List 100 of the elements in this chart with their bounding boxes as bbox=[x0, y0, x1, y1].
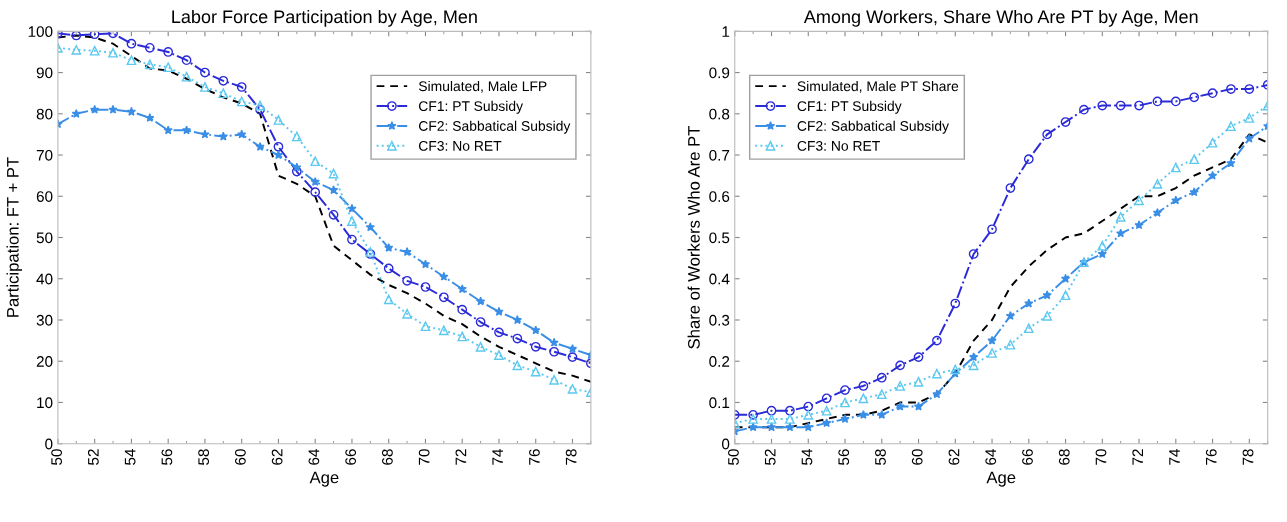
y-tick-label: 1 bbox=[722, 26, 730, 37]
chart-title: Among Workers, Share Who Are PT by Age, Men bbox=[803, 9, 1198, 27]
point bbox=[90, 104, 100, 114]
point bbox=[1024, 298, 1034, 308]
point bbox=[803, 422, 813, 432]
point bbox=[71, 31, 82, 41]
x-tick-label: 78 bbox=[1242, 449, 1254, 465]
point bbox=[181, 55, 192, 66]
point bbox=[439, 271, 449, 281]
point bbox=[1189, 92, 1200, 103]
x-tick-label: 62 bbox=[948, 449, 960, 465]
point bbox=[475, 296, 486, 306]
point bbox=[932, 368, 942, 379]
point bbox=[785, 422, 795, 432]
chart-title: Labor Force Participation by Age, Men bbox=[172, 9, 477, 27]
point bbox=[273, 115, 284, 125]
point bbox=[89, 45, 100, 56]
y-tick-label: 0.1 bbox=[709, 397, 730, 409]
point bbox=[840, 385, 850, 395]
x-tick-label: 62 bbox=[271, 449, 283, 465]
point bbox=[932, 389, 942, 399]
y-tick-label: 10 bbox=[37, 397, 53, 409]
y-tick-label: 0.6 bbox=[709, 191, 730, 202]
point bbox=[402, 247, 412, 257]
y-tick-label: 30 bbox=[36, 314, 53, 326]
x-tick-label: 66 bbox=[1022, 449, 1033, 465]
legend-label: CF1: PT Subsidy bbox=[797, 100, 902, 114]
point bbox=[766, 422, 777, 432]
point bbox=[748, 409, 758, 420]
x-tick-label: 64 bbox=[985, 449, 997, 465]
point bbox=[821, 418, 832, 428]
legend-label: CF2: Sabbatical Subsidy bbox=[418, 120, 571, 134]
point bbox=[291, 166, 302, 177]
point bbox=[530, 366, 541, 377]
x-tick-label: 76 bbox=[1205, 449, 1217, 465]
point bbox=[803, 401, 814, 412]
point bbox=[255, 141, 265, 151]
point bbox=[328, 185, 339, 195]
point bbox=[218, 131, 228, 141]
point bbox=[438, 325, 449, 336]
point bbox=[126, 55, 137, 66]
point bbox=[766, 405, 777, 416]
x-tick-label: 54 bbox=[124, 449, 136, 465]
point bbox=[457, 284, 467, 294]
y-tick-label: 0 bbox=[721, 438, 730, 450]
legend-label: CF3: No RET bbox=[418, 140, 502, 151]
point bbox=[383, 294, 394, 305]
legend-label: Simulated, Male PT Share bbox=[797, 80, 959, 93]
point bbox=[987, 224, 997, 235]
point bbox=[144, 59, 155, 70]
point bbox=[1079, 104, 1089, 115]
point bbox=[748, 422, 758, 432]
point bbox=[1005, 183, 1016, 193]
x-tick-label: 54 bbox=[801, 449, 813, 465]
point bbox=[145, 113, 155, 122]
y-tick-label: 0.8 bbox=[709, 108, 730, 120]
point bbox=[126, 38, 137, 49]
point bbox=[108, 104, 118, 114]
point bbox=[255, 104, 265, 115]
x-tick-label: 66 bbox=[345, 449, 357, 465]
point bbox=[1207, 170, 1218, 180]
point bbox=[310, 176, 320, 186]
point bbox=[273, 150, 284, 160]
point bbox=[549, 337, 559, 347]
point bbox=[89, 31, 100, 40]
point bbox=[420, 321, 431, 332]
x-tick-label: 52 bbox=[87, 449, 99, 465]
point bbox=[766, 414, 777, 424]
point bbox=[181, 71, 192, 82]
point bbox=[71, 45, 82, 55]
point bbox=[1042, 311, 1053, 321]
point bbox=[876, 389, 887, 400]
point bbox=[512, 360, 523, 371]
point bbox=[1171, 195, 1181, 205]
point bbox=[291, 131, 302, 142]
point bbox=[457, 331, 468, 342]
point bbox=[236, 82, 247, 92]
point bbox=[840, 397, 850, 408]
point bbox=[512, 333, 523, 344]
point bbox=[530, 341, 541, 352]
point bbox=[1152, 96, 1163, 107]
point bbox=[328, 209, 339, 220]
point bbox=[310, 156, 321, 167]
point bbox=[1134, 195, 1144, 206]
point bbox=[1244, 133, 1254, 143]
x-tick-label: 78 bbox=[565, 449, 577, 465]
x-tick-label: 72 bbox=[1132, 449, 1143, 465]
x-tick-label: 50 bbox=[51, 449, 63, 465]
point bbox=[457, 304, 468, 315]
y-tick-label: 40 bbox=[36, 273, 53, 285]
point bbox=[420, 259, 431, 269]
y-tick-label: 80 bbox=[36, 108, 53, 120]
point bbox=[494, 306, 504, 316]
x-tick-label: 76 bbox=[529, 449, 540, 465]
y-tick-label: 20 bbox=[36, 356, 53, 367]
point bbox=[858, 381, 869, 391]
y-tick-label: 90 bbox=[36, 67, 53, 79]
x-tick-label: 74 bbox=[492, 449, 503, 465]
point bbox=[531, 325, 541, 335]
point bbox=[273, 141, 284, 152]
